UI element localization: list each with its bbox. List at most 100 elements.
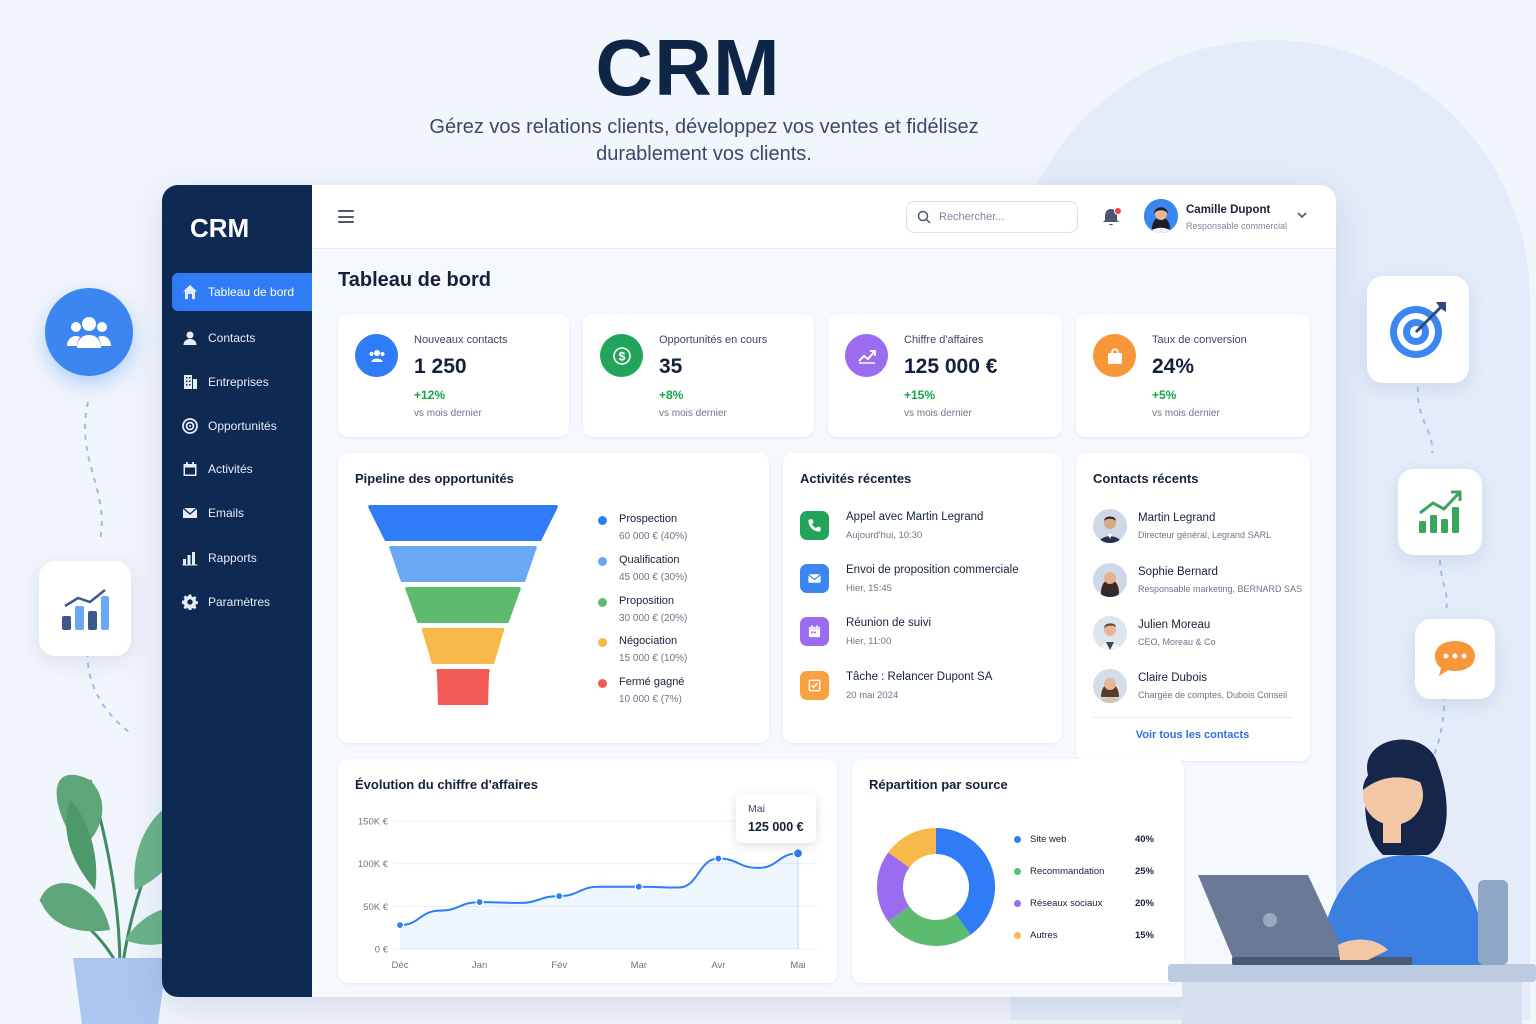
sidebar-item-label: Paramètres bbox=[208, 595, 271, 609]
notification-badge bbox=[1114, 207, 1122, 215]
crm-app-window: CRM Tableau de bord Contacts Entreprises… bbox=[162, 185, 1336, 997]
activity-time: Hier, 15:45 bbox=[846, 583, 892, 594]
sidebar-item-emails[interactable]: Emails bbox=[172, 494, 312, 532]
building-icon bbox=[182, 374, 198, 390]
activities-card: Activités récentes Appel avec Martin Leg… bbox=[783, 453, 1062, 743]
sidebar-item-label: Rapports bbox=[208, 551, 257, 565]
sidebar-item-label: Contacts bbox=[208, 331, 256, 345]
sidebar-item-rapports[interactable]: Rapports bbox=[172, 539, 312, 577]
revenue-chart-card: Évolution du chiffre d'affaires 0 € 50K €… bbox=[338, 759, 837, 983]
avatar bbox=[1093, 669, 1127, 703]
hero-title: CRM bbox=[595, 23, 781, 112]
kpi-card-taux-conversion[interactable]: Taux de conversion 24% +5% vs mois derni… bbox=[1076, 314, 1310, 437]
divider bbox=[1093, 717, 1293, 718]
tooltip-label: Mai bbox=[748, 803, 765, 815]
series-line bbox=[399, 852, 799, 927]
sidebar-item-activites[interactable]: Activités bbox=[172, 450, 312, 488]
sidebar-logo: CRM bbox=[190, 213, 250, 243]
y-tick-label: 0 € bbox=[375, 945, 389, 956]
contact-item[interactable]: Claire Dubois Chargée de comptes, Dubois… bbox=[1093, 669, 1308, 709]
funnel-stage bbox=[389, 546, 537, 582]
user-role: Responsable commercial bbox=[1186, 221, 1288, 231]
calendar-icon bbox=[182, 461, 198, 477]
bar-chart-icon bbox=[39, 561, 131, 656]
home-icon bbox=[182, 284, 198, 300]
sources-title: Répartition par source bbox=[869, 777, 1008, 792]
search-box[interactable] bbox=[906, 201, 1078, 233]
user-icon bbox=[182, 330, 198, 346]
hamburger-menu-button[interactable] bbox=[338, 210, 354, 223]
avatar bbox=[1093, 509, 1127, 543]
activity-title: Réunion de suivi bbox=[846, 617, 932, 629]
chat-bubble-icon bbox=[1415, 619, 1495, 699]
activity-time: Aujourd'hui, 10:30 bbox=[846, 530, 923, 541]
source-donut-chart bbox=[877, 828, 995, 946]
activity-title: Envoi de proposition commerciale bbox=[846, 564, 1019, 576]
users-icon bbox=[355, 334, 398, 377]
chevron-down-icon bbox=[1297, 212, 1307, 219]
contact-name: Martin Legrand bbox=[1138, 512, 1216, 524]
data-point bbox=[634, 882, 643, 891]
avatar bbox=[1144, 199, 1178, 233]
sidebar-item-entreprises[interactable]: Entreprises bbox=[172, 363, 312, 401]
activity-time: Hier, 11:00 bbox=[846, 636, 892, 647]
contact-item[interactable]: Julien Moreau CEO, Moreau & Co bbox=[1093, 616, 1308, 656]
sidebar-item-tableau-de-bord[interactable]: Tableau de bord bbox=[172, 273, 312, 311]
contact-role: CEO, Moreau & Co bbox=[1138, 637, 1216, 647]
kpi-value: 35 bbox=[659, 355, 683, 378]
kpi-label: Taux de conversion bbox=[1152, 334, 1247, 346]
area-fill bbox=[400, 853, 798, 949]
kpi-card-nouveaux-contacts[interactable]: Nouveaux contacts 1 250 +12% vs mois der… bbox=[338, 314, 569, 437]
phone-icon bbox=[800, 511, 829, 540]
kpi-card-chiffre-affaires[interactable]: Chiffre d'affaires 125 000 € +15% vs moi… bbox=[828, 314, 1062, 437]
see-all-contacts-link[interactable]: Voir tous les contacts bbox=[1135, 729, 1250, 741]
sources-card: Répartition par source Site web 40% Recom… bbox=[852, 759, 1184, 983]
x-tick-label: Jan bbox=[472, 960, 487, 971]
hero-subtitle: Gérez vos relations clients, développez … bbox=[429, 116, 979, 165]
dashed-connector-right bbox=[1416, 386, 1448, 764]
mail-icon bbox=[182, 505, 198, 521]
contact-role: Responsable marketing, BERNARD SAS bbox=[1138, 584, 1303, 594]
funnel-stage bbox=[436, 669, 490, 705]
activity-title: Appel avec Martin Legrand bbox=[846, 511, 984, 523]
x-tick-label: Mai bbox=[790, 960, 805, 971]
page-title: Tableau de bord bbox=[338, 269, 491, 291]
pipeline-card: Pipeline des opportunités Prospection 60 … bbox=[338, 453, 769, 743]
kpi-delta: +5% bbox=[1152, 388, 1177, 402]
user-menu[interactable]: Camille Dupont Responsable commercial bbox=[1144, 199, 1324, 235]
sidebar-item-parametres[interactable]: Paramètres bbox=[172, 583, 312, 621]
kpi-value: 24% bbox=[1152, 355, 1195, 378]
dashed-connector bbox=[84, 401, 130, 734]
trend-icon bbox=[845, 334, 888, 377]
kpi-note: vs mois dernier bbox=[414, 408, 482, 419]
data-point bbox=[714, 854, 723, 863]
kpi-delta: +15% bbox=[904, 388, 936, 402]
sidebar-item-label: Tableau de bord bbox=[208, 285, 295, 299]
contact-item[interactable]: Martin Legrand Directeur général, Legran… bbox=[1093, 509, 1308, 549]
kpi-value: 1 250 bbox=[414, 355, 467, 378]
kpi-label: Chiffre d'affaires bbox=[904, 334, 984, 346]
sidebar-item-label: Entreprises bbox=[208, 375, 269, 389]
funnel-stage bbox=[405, 587, 521, 623]
calendar-icon bbox=[800, 617, 829, 646]
chart-tooltip: Mai 125 000 € bbox=[736, 793, 816, 843]
person-illustration bbox=[1168, 739, 1536, 1024]
search-input[interactable] bbox=[939, 211, 1069, 223]
sidebar-item-label: Emails bbox=[208, 506, 245, 520]
notification-button[interactable] bbox=[1102, 207, 1122, 227]
activity-time: 20 mai 2024 bbox=[846, 690, 899, 701]
pipeline-title: Pipeline des opportunités bbox=[355, 471, 514, 486]
target-icon bbox=[182, 418, 198, 434]
y-tick-label: 150K € bbox=[358, 817, 389, 828]
sidebar-item-contacts[interactable]: Contacts bbox=[172, 319, 312, 357]
contact-name: Sophie Bernard bbox=[1138, 566, 1218, 578]
contact-item[interactable]: Sophie Bernard Responsable marketing, BE… bbox=[1093, 563, 1308, 603]
funnel-chart bbox=[368, 505, 558, 705]
bar-chart-icon bbox=[182, 550, 198, 566]
funnel-stage bbox=[421, 628, 505, 664]
sidebar-item-opportunites[interactable]: Opportunités bbox=[172, 407, 312, 445]
kpi-delta: +8% bbox=[659, 388, 684, 402]
users-icon bbox=[45, 288, 133, 376]
kpi-card-opportunites[interactable]: $ Opportunités en cours 35 +8% vs mois d… bbox=[583, 314, 814, 437]
contact-role: Directeur général, Legrand SARL bbox=[1138, 530, 1272, 540]
